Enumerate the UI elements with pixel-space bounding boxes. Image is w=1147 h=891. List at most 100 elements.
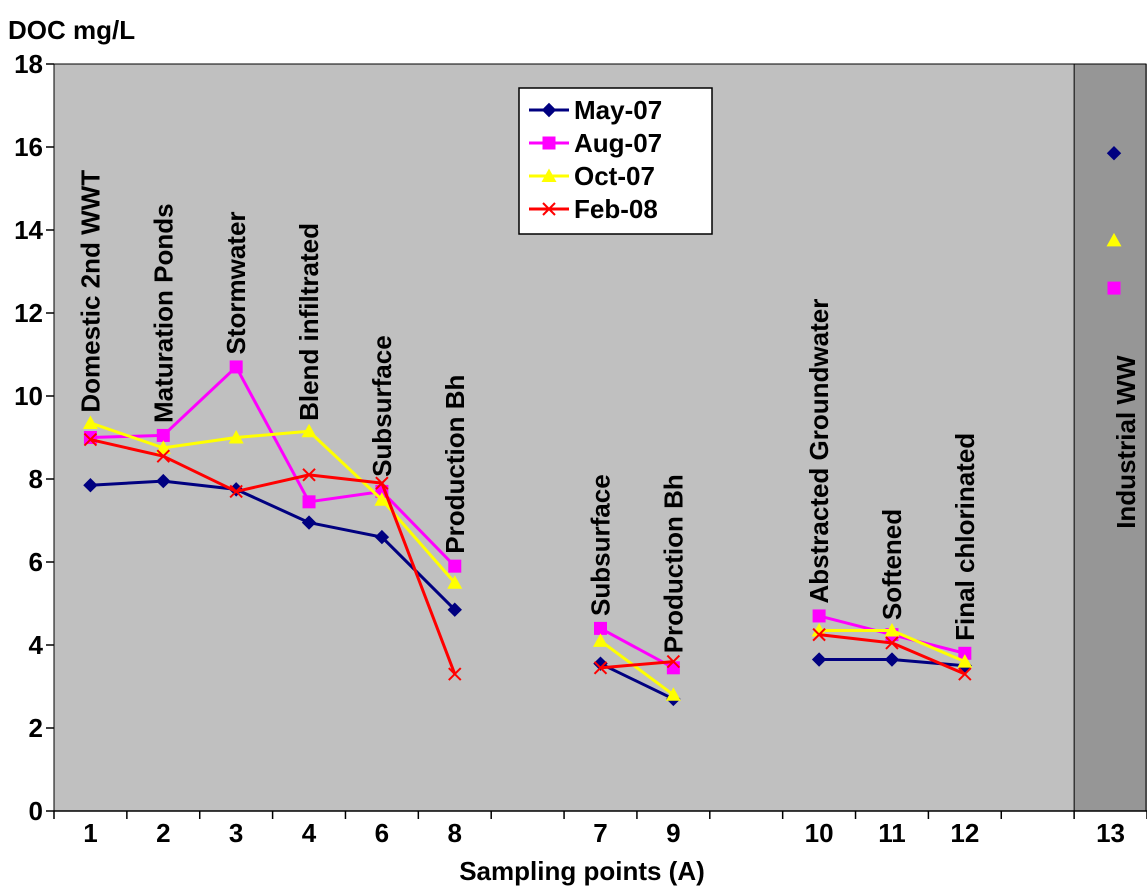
marker-triangle (228, 430, 244, 444)
y-tick-label: 16 (14, 132, 43, 162)
marker-x (375, 476, 389, 490)
marker-triangle (155, 440, 171, 454)
point-annotation: Industrial WW (1111, 355, 1141, 529)
x-tick-label: 9 (666, 818, 680, 848)
marker-x-stroke (302, 468, 316, 482)
series-line (90, 438, 457, 675)
marker-diamond (447, 602, 462, 617)
marker-square (542, 136, 556, 150)
point-annotation: Final chlorinated (950, 433, 980, 641)
legend-item: May-07 (529, 95, 662, 125)
y-tick-label: 6 (29, 547, 43, 577)
x-tick-label: 6 (375, 818, 389, 848)
y-axis-title: DOC mg/L (8, 15, 135, 45)
series-line (599, 639, 675, 697)
y-tick-label: 18 (14, 49, 43, 79)
point-annotation: Production Bh (440, 375, 470, 554)
marker-x-stroke (885, 636, 899, 650)
y-tick-label: 14 (14, 215, 43, 245)
y-tick-label: 4 (29, 630, 44, 660)
marker-x-stroke (156, 449, 171, 463)
marker-triangle (82, 415, 98, 429)
x-tick-label: 11 (878, 818, 906, 848)
x-tick-label: 8 (448, 818, 462, 848)
series-feb-08 (83, 432, 972, 681)
marker-x (666, 654, 681, 669)
marker-x-stroke (83, 432, 98, 447)
legend-label: May-07 (574, 95, 662, 125)
marker-diamond (83, 478, 98, 493)
legend-label: Aug-07 (574, 128, 662, 158)
marker-x (302, 468, 316, 482)
marker-diamond (301, 515, 317, 530)
x-tick-label: 3 (229, 818, 243, 848)
x-tick-label: 7 (593, 818, 607, 848)
marker-x-stroke (958, 667, 972, 681)
marker-x-stroke (593, 661, 608, 675)
y-tick-label: 12 (14, 298, 43, 328)
marker-x (156, 449, 171, 463)
marker-square (958, 646, 972, 660)
marker-x (885, 636, 899, 650)
point-annotation: Subsurface (586, 474, 616, 616)
marker-x-stroke (666, 654, 681, 669)
marker-x (593, 661, 608, 675)
point-annotation: Subsurface (367, 335, 397, 477)
y-tick-label: 10 (14, 381, 43, 411)
marker-x-stroke (375, 476, 389, 490)
point-annotation: Maturation Ponds (148, 203, 178, 423)
x-tick-label: 1 (83, 818, 97, 848)
marker-triangle (301, 423, 317, 438)
industrial-background (1074, 64, 1147, 811)
marker-square (229, 360, 243, 374)
marker-triangle (957, 654, 973, 668)
point-annotation: Blend infiltrated (294, 223, 324, 421)
x-tick-label: 10 (805, 818, 834, 848)
marker-square (1107, 281, 1121, 295)
series-line (90, 479, 456, 611)
point-annotation: Abstracted Groundwater (804, 299, 834, 604)
marker-square (594, 621, 607, 635)
x-tick-label: 4 (302, 818, 317, 848)
marker-x-stroke (448, 667, 462, 681)
legend-label: Oct-07 (574, 161, 655, 191)
marker-diamond (811, 652, 827, 667)
legend-item: Feb-08 (529, 194, 658, 224)
point-annotation: Production Bh (658, 474, 688, 653)
point-annotation: Domestic 2nd WWT (75, 170, 105, 413)
y-tick-label: 2 (29, 713, 43, 743)
marker-square (156, 428, 170, 442)
marker-diamond (156, 473, 171, 489)
marker-x (448, 667, 462, 681)
point-annotation: Stormwater (221, 211, 251, 354)
marker-x (542, 202, 556, 216)
marker-triangle (811, 622, 827, 637)
marker-diamond (1106, 146, 1122, 161)
series-aug-07 (83, 360, 972, 675)
marker-triangle (541, 168, 557, 182)
marker-square (448, 559, 462, 573)
series-line (599, 662, 675, 701)
legend-label: Feb-08 (574, 194, 658, 224)
marker-x (812, 627, 826, 642)
x-tick-label: 12 (950, 818, 979, 848)
marker-x-stroke (229, 484, 243, 499)
y-tick-label: 0 (29, 796, 43, 826)
marker-x (83, 432, 98, 447)
marker-square (812, 609, 826, 623)
series-line (600, 660, 674, 670)
marker-x (229, 484, 243, 499)
marker-triangle (1106, 232, 1122, 247)
y-tick-label: 8 (29, 464, 43, 494)
marker-x (958, 667, 972, 681)
marker-triangle (593, 633, 608, 647)
x-axis-title: Sampling points (A) (459, 856, 705, 886)
marker-triangle (374, 492, 390, 506)
marker-triangle (884, 622, 900, 637)
x-tick-label: 2 (156, 818, 170, 848)
legend-item: Aug-07 (529, 128, 662, 158)
marker-triangle (665, 687, 681, 701)
